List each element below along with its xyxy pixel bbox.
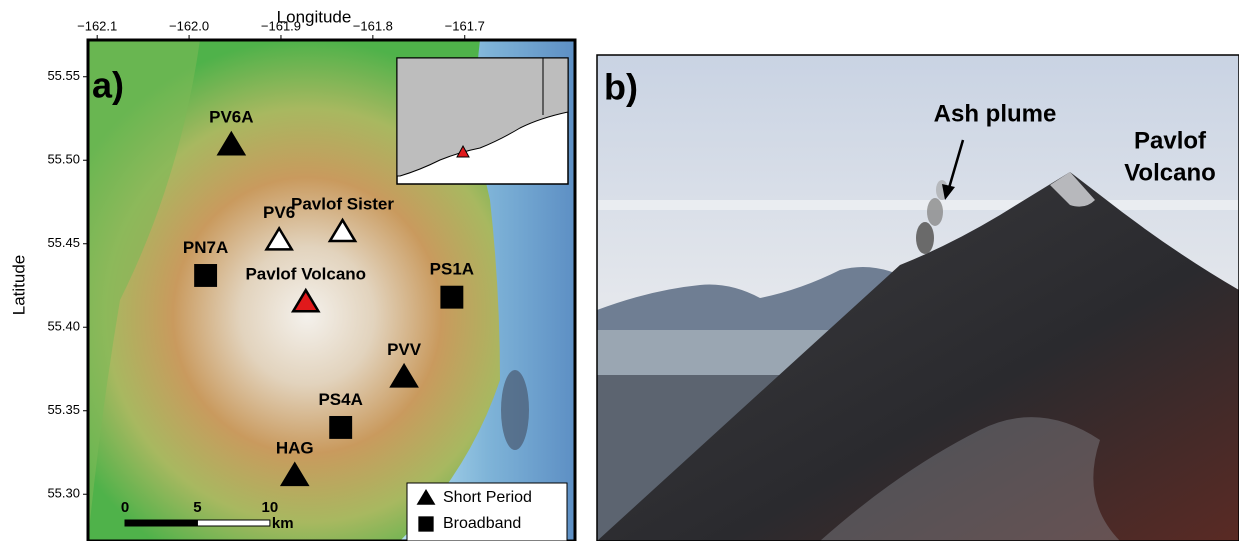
annotation: Ash plume [934,100,1057,127]
station-label: HAG [276,438,314,457]
x-tick-label: −161.9 [261,18,301,33]
y-tick-label: 55.50 [47,152,80,167]
y-tick-label: 55.30 [47,486,80,501]
station-label: PV6A [209,108,253,127]
station-label: PS1A [430,260,474,279]
y-tick-label: 55.45 [47,235,80,250]
station-label: PVV [387,340,422,359]
volcano-label: Volcano [1124,159,1216,186]
square-marker [442,287,462,307]
scale-segment [125,520,197,526]
station-label: PS4A [318,390,362,409]
scale-label: 5 [193,499,201,516]
station-label: Pavlof Volcano [245,265,366,284]
panel-label: b) [604,67,638,108]
inset-map [397,58,568,184]
scale-segment [197,520,269,526]
station-label: PN7A [183,238,228,257]
square-marker [195,265,215,285]
panel-label: a) [92,65,124,106]
square-marker [418,516,433,531]
scale-label: 10 [262,499,279,516]
scale-label: 0 [121,499,129,516]
square-marker [330,417,350,437]
x-tick-label: −162.1 [77,18,117,33]
scale-unit: km [272,515,294,532]
legend-label: Broadband [443,515,521,532]
legend-label: Short Period [443,489,532,506]
x-tick-label: −161.8 [353,18,393,33]
x-tick-label: −162.0 [169,18,209,33]
station-label: Pavlof Sister [291,195,394,214]
y-tick-label: 55.55 [47,68,80,83]
page: {"map": { "panel_label": "a)", "x_axis_t… [0,0,1239,541]
volcano-label: Pavlof [1134,127,1207,154]
y-tick-label: 55.40 [47,319,80,334]
y-axis-title: Latitude [9,255,28,316]
y-tick-label: 55.35 [47,402,80,417]
x-tick-label: −161.7 [445,18,485,33]
figure: a) Longitude Latitude b) Ash plume Pavlo… [0,0,1239,541]
